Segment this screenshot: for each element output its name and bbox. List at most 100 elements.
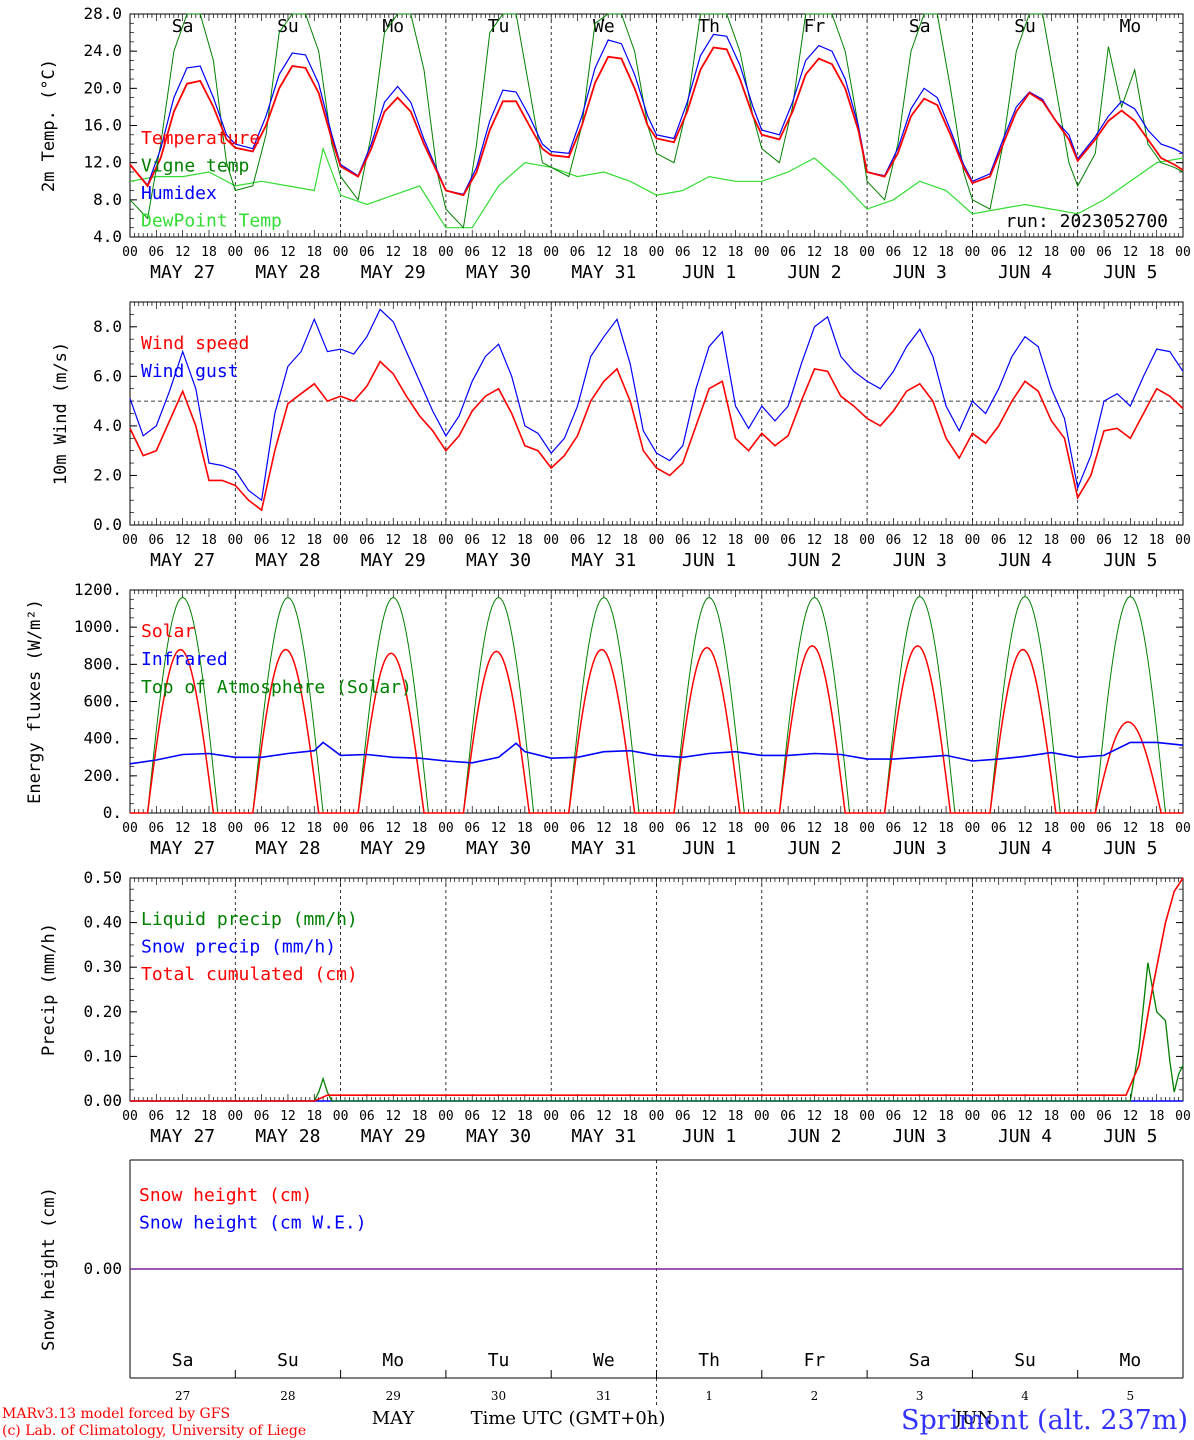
y-tick-label: 8.0 [93,317,122,336]
infrared-series [129,741,1184,765]
legend-entry: Vigne temp [141,156,249,177]
hour-tick-label: 00 [649,533,665,548]
hour-tick-label: 06 [570,821,586,836]
hour-tick-label: 06 [886,533,902,548]
hour-tick-label: 06 [780,821,796,836]
hour-tick-label: 18 [412,533,428,548]
hour-tick-label: 18 [1149,245,1165,260]
hour-tick-label: 12 [491,1109,507,1124]
hour-tick-label: 12 [1017,245,1033,260]
day-number-label: 28 [280,1389,295,1403]
date-label: MAY 28 [255,1126,320,1147]
y-tick-label: 1200. [74,580,122,599]
y-tick-label: 0. [103,803,122,822]
hour-tick-label: 06 [1096,533,1112,548]
hour-tick-label: 00 [965,1109,981,1124]
hour-tick-label: 12 [1123,533,1139,548]
date-label: JUN 3 [893,1126,947,1147]
y-tick-label: 400. [83,729,122,748]
weekday-label: Su [277,16,299,37]
hour-tick-label: 06 [675,245,691,260]
hour-tick-label: 18 [728,1109,744,1124]
date-label: JUN 2 [787,838,841,859]
hour-tick-label: 06 [254,1109,270,1124]
hour-tick-label: 00 [438,1109,454,1124]
hour-tick-label: 06 [464,245,480,260]
hour-tick-label: 18 [1044,533,1060,548]
plot-frame [129,589,1184,814]
hour-tick-label: 12 [596,1109,612,1124]
day-number-label: 30 [491,1389,506,1403]
weekday-label: Sa [172,1350,194,1371]
hour-tick-label: 06 [780,245,796,260]
vigne-temp-series [129,13,1184,229]
date-label: JUN 1 [682,838,736,859]
legend-entry: Infrared [141,649,228,670]
hour-tick-label: 06 [675,533,691,548]
date-label: JUN 2 [787,262,841,283]
hour-tick-label: 18 [306,533,322,548]
day-number-label: 29 [386,1389,401,1403]
hour-tick-label: 18 [517,1109,533,1124]
month-label: MAY [372,1408,416,1429]
wind-gust-series [129,308,1184,502]
hour-tick-label: 06 [1096,1109,1112,1124]
hour-tick-label: 06 [675,821,691,836]
hour-tick-label: 18 [201,1109,217,1124]
date-label: JUN 4 [998,838,1052,859]
hour-tick-label: 12 [1017,1109,1033,1124]
date-label: MAY 30 [466,838,531,859]
hour-tick-label: 12 [1123,245,1139,260]
y-tick-label: 0.10 [83,1046,122,1065]
hour-tick-label: 00 [122,533,138,548]
hour-tick-label: 00 [543,245,559,260]
hour-tick-label: 18 [1149,821,1165,836]
hour-tick-label: 00 [649,1109,665,1124]
date-label: JUN 2 [787,550,841,571]
humidex-series [129,33,1184,195]
weekday-label: We [593,16,615,37]
plot-frame [129,301,1184,526]
y-tick-label: 0.40 [83,913,122,932]
hour-tick-label: 18 [938,245,954,260]
hour-tick-label: 18 [1044,245,1060,260]
day-number-label: 27 [175,1389,190,1403]
hour-tick-label: 06 [1096,245,1112,260]
legend-entry: Liquid precip (mm/h) [141,909,358,930]
weekday-label: Su [277,1350,299,1371]
hour-tick-label: 00 [859,245,875,260]
hour-tick-label: 00 [1175,821,1191,836]
hour-tick-label: 00 [965,533,981,548]
hour-tick-label: 12 [280,533,296,548]
y-axis-label: Snow height (cm) [39,1187,59,1351]
date-label: JUN 2 [787,1126,841,1147]
hour-tick-label: 12 [175,533,191,548]
month-label-2: JUN [953,1408,993,1429]
y-axis-label: Precip (mm/h) [39,923,59,1056]
hour-tick-label: 18 [306,1109,322,1124]
hour-tick-label: 12 [1123,1109,1139,1124]
hour-tick-label: 06 [464,1109,480,1124]
lab-credit: (c) Lab. of Climatology, University of L… [2,1423,306,1439]
hour-tick-label: 18 [412,821,428,836]
hour-tick-label: 00 [227,245,243,260]
day-number-label: 3 [916,1389,924,1403]
date-label: MAY 27 [150,550,215,571]
y-tick-label: 0.00 [83,1259,122,1278]
hour-tick-label: 00 [122,821,138,836]
hour-tick-label: 18 [622,821,638,836]
hour-tick-label: 18 [728,533,744,548]
hour-tick-label: 00 [754,533,770,548]
day-number-label: 5 [1127,1389,1135,1403]
y-tick-label: 12.0 [83,153,122,172]
hour-tick-label: 06 [570,245,586,260]
y-axis-label: Energy fluxes (W/m²) [25,599,45,804]
hour-tick-label: 00 [1175,1109,1191,1124]
hour-tick-label: 00 [543,821,559,836]
hour-tick-label: 06 [570,533,586,548]
hour-tick-label: 18 [728,821,744,836]
date-label: JUN 3 [893,262,947,283]
hour-tick-label: 00 [122,245,138,260]
hour-tick-label: 18 [622,1109,638,1124]
hour-tick-label: 00 [1175,533,1191,548]
